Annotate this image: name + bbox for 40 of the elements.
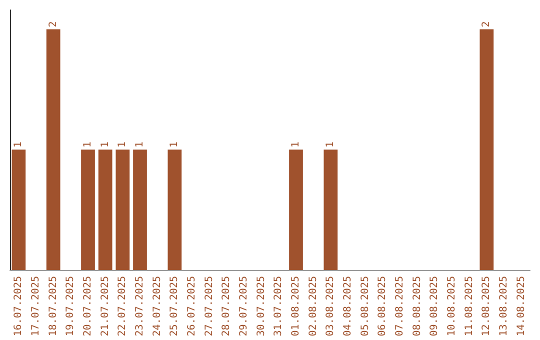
x-tick-label: 22.07.2025 — [117, 276, 128, 336]
x-tick-label: 02.08.2025 — [308, 276, 319, 336]
x-tick-label: 10.08.2025 — [446, 276, 458, 336]
data-label: 1 — [325, 142, 336, 148]
data-label: 1 — [100, 142, 111, 148]
x-tick-label: 03.08.2025 — [325, 276, 336, 336]
data-label: 1 — [134, 142, 146, 148]
x-tick-label: 06.08.2025 — [377, 276, 388, 336]
x-tick-label: 19.07.2025 — [65, 276, 76, 336]
x-tick-label: 27.07.2025 — [204, 276, 215, 336]
x-tick-label: 14.08.2025 — [516, 276, 527, 336]
x-tick-label: 12.08.2025 — [481, 276, 492, 336]
x-tick-label: 07.08.2025 — [394, 276, 406, 336]
x-tick-label: 11.08.2025 — [464, 276, 475, 336]
data-label: 1 — [290, 142, 302, 148]
x-tick-label: 23.07.2025 — [134, 276, 146, 336]
x-tick-label: 31.07.2025 — [273, 276, 284, 336]
x-tick-label: 25.07.2025 — [169, 276, 180, 336]
data-label: 1 — [169, 142, 180, 148]
data-label: 1 — [82, 142, 94, 148]
x-tick-label: 30.07.2025 — [256, 276, 267, 336]
x-tick-label: 17.07.2025 — [30, 276, 42, 336]
x-tick-label: 21.07.2025 — [100, 276, 111, 336]
x-tick-label: 08.08.2025 — [412, 276, 423, 336]
x-tick-label: 09.08.2025 — [429, 276, 440, 336]
x-tick-label: 16.07.2025 — [13, 276, 24, 336]
data-label: 2 — [481, 21, 492, 28]
x-tick-label: 18.07.2025 — [48, 276, 59, 336]
data-label: 1 — [13, 142, 24, 148]
x-tick-label: 01.08.2025 — [290, 276, 302, 336]
x-tick-label: 13.08.2025 — [498, 276, 510, 336]
data-label: 2 — [48, 21, 59, 28]
x-tick-label: 24.07.2025 — [152, 276, 163, 336]
x-tick-label: 28.07.2025 — [221, 276, 232, 336]
data-label: 1 — [117, 142, 128, 148]
x-tick-label: 20.07.2025 — [82, 276, 94, 336]
x-tick-label: 26.07.2025 — [186, 276, 198, 336]
x-tick-label: 04.08.2025 — [342, 276, 354, 336]
x-tick-label: 05.08.2025 — [360, 276, 371, 336]
x-tick-label: 29.07.2025 — [238, 276, 250, 336]
